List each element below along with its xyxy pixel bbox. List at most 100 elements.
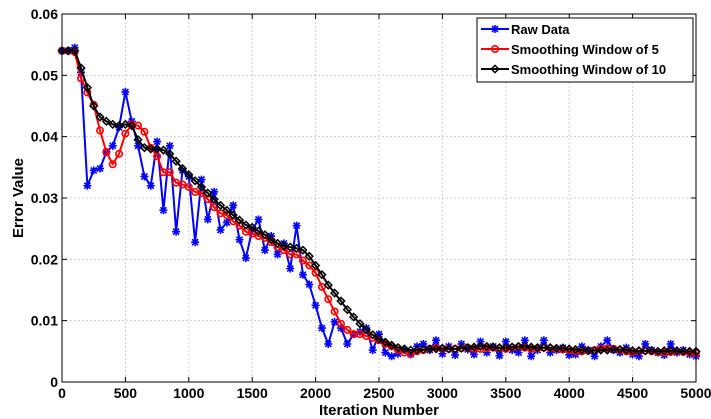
data-point (564, 344, 574, 354)
data-point (336, 319, 345, 328)
y-tick-label: 0 (50, 374, 58, 390)
data-point (215, 200, 226, 211)
legend-label: Smoothing Window of 5 (511, 42, 659, 57)
data-point (108, 119, 118, 130)
data-point (235, 235, 244, 244)
data-point (165, 141, 174, 150)
series (57, 46, 701, 356)
data-point (89, 166, 98, 175)
legend-label: Smoothing Window of 10 (511, 62, 666, 77)
data-point (539, 336, 548, 345)
data-point (139, 143, 150, 153)
data-point (115, 149, 124, 158)
data-point (393, 342, 403, 353)
data-point (444, 344, 454, 354)
x-tick-label: 2500 (363, 385, 394, 401)
data-point (120, 119, 131, 130)
data-point (374, 334, 384, 344)
data-point (108, 160, 117, 169)
data-point (228, 210, 238, 220)
x-tick-label: 1500 (237, 385, 268, 401)
data-point (146, 144, 156, 154)
data-point (140, 172, 149, 181)
legend-entry: Smoothing Window of 10 (481, 62, 666, 77)
data-point (387, 340, 397, 350)
data-point (266, 235, 276, 245)
data-point (172, 227, 181, 236)
axis-ticks: 0 500 1000 1500 2000 2500 3000 3500 4000 4500 5000… (31, 6, 711, 401)
x-tick-label: 0 (58, 385, 66, 401)
data-point (298, 270, 307, 279)
data-point (95, 112, 105, 122)
data-point (608, 344, 619, 355)
data-point (279, 246, 288, 255)
data-point (583, 346, 593, 356)
data-point (527, 352, 536, 361)
y-tick-label: 0.04 (31, 129, 58, 145)
legend: Raw Data Smoothing Window of 5 Smoothing W… (476, 17, 694, 83)
y-tick-label: 0.03 (31, 190, 58, 206)
data-point (348, 312, 359, 322)
data-point (279, 241, 289, 251)
data-point (210, 187, 219, 196)
x-tick-label: 5000 (680, 385, 711, 401)
y-axis-label: Error Value (10, 158, 27, 238)
data-point (310, 260, 321, 271)
data-point (153, 137, 162, 146)
data-point (191, 238, 200, 247)
data-point (627, 346, 638, 356)
data-point (488, 342, 498, 352)
legend-entry: Raw Data (481, 22, 570, 37)
data-point (286, 264, 295, 273)
data-point (165, 149, 175, 159)
data-point (70, 46, 80, 56)
data-point (419, 339, 428, 348)
y-tick-label: 0.05 (31, 67, 58, 83)
data-point (603, 336, 612, 345)
data-point (304, 251, 314, 261)
data-point (641, 339, 650, 348)
data-point (355, 319, 365, 329)
data-point (684, 346, 695, 356)
x-tick-label: 4500 (617, 385, 648, 401)
data-point (678, 346, 688, 356)
data-point (82, 82, 93, 93)
data-point (165, 168, 174, 177)
x-tick-label: 4000 (554, 385, 585, 401)
data-point (399, 344, 410, 354)
data-point (329, 288, 340, 298)
data-point (476, 337, 485, 346)
data-point (152, 144, 162, 154)
data-point (159, 206, 168, 215)
data-point (121, 129, 130, 138)
data-point (343, 339, 352, 348)
data-point (108, 141, 117, 150)
data-point (323, 280, 333, 290)
data-point (158, 145, 169, 155)
data-point (336, 296, 346, 306)
data-point (209, 194, 219, 204)
x-axis-label: Iteration Number (319, 402, 439, 419)
data-point (190, 176, 200, 186)
x-tick-label: 1000 (173, 385, 204, 401)
data-point (490, 44, 499, 53)
data-point (551, 343, 562, 353)
data-point (254, 215, 263, 224)
data-point (298, 256, 307, 265)
data-point (196, 182, 207, 192)
data-point (494, 342, 505, 353)
data-point (380, 337, 391, 347)
data-point (520, 336, 529, 345)
data-point (577, 345, 587, 355)
data-point (324, 295, 333, 304)
data-point (475, 341, 486, 352)
data-point (247, 222, 257, 233)
data-point (432, 336, 441, 345)
data-point (146, 181, 155, 190)
data-point (76, 63, 86, 73)
data-point (367, 330, 378, 340)
data-point (482, 341, 492, 352)
x-tick-label: 3000 (427, 385, 458, 401)
data-point (665, 346, 676, 356)
